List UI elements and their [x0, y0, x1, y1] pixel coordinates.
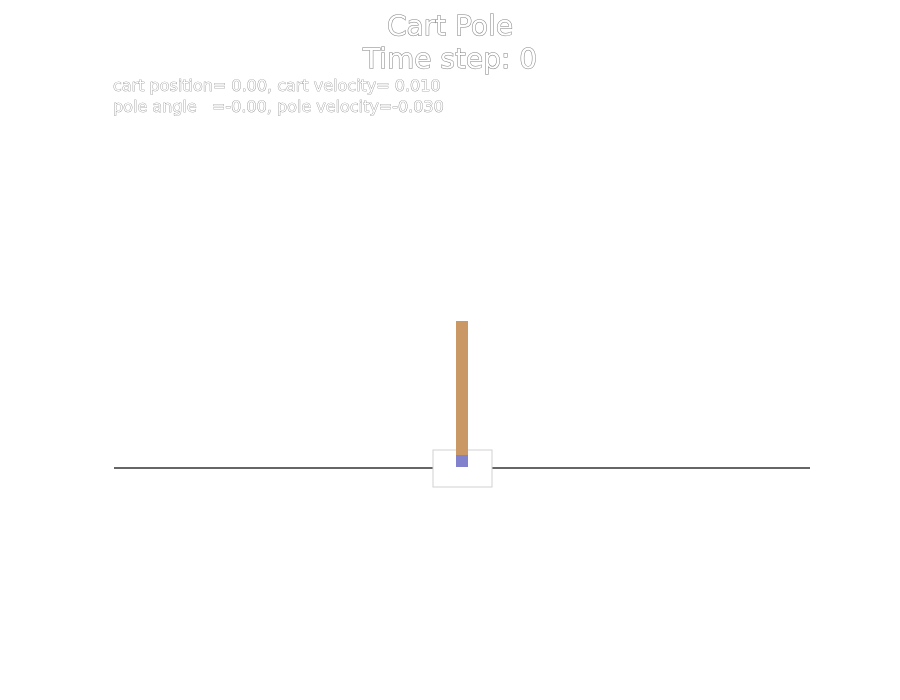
game-title: Cart Pole	[386, 9, 514, 42]
pole-state-readout: pole angle =-0.00, pole velocity=-0.030	[113, 97, 444, 117]
axle-hinge	[456, 455, 468, 467]
cart-state-readout: cart position= 0.00, cart velocity= 0.01…	[113, 76, 441, 96]
time-step-label: Time step: 0	[362, 42, 538, 75]
pole	[456, 321, 468, 467]
